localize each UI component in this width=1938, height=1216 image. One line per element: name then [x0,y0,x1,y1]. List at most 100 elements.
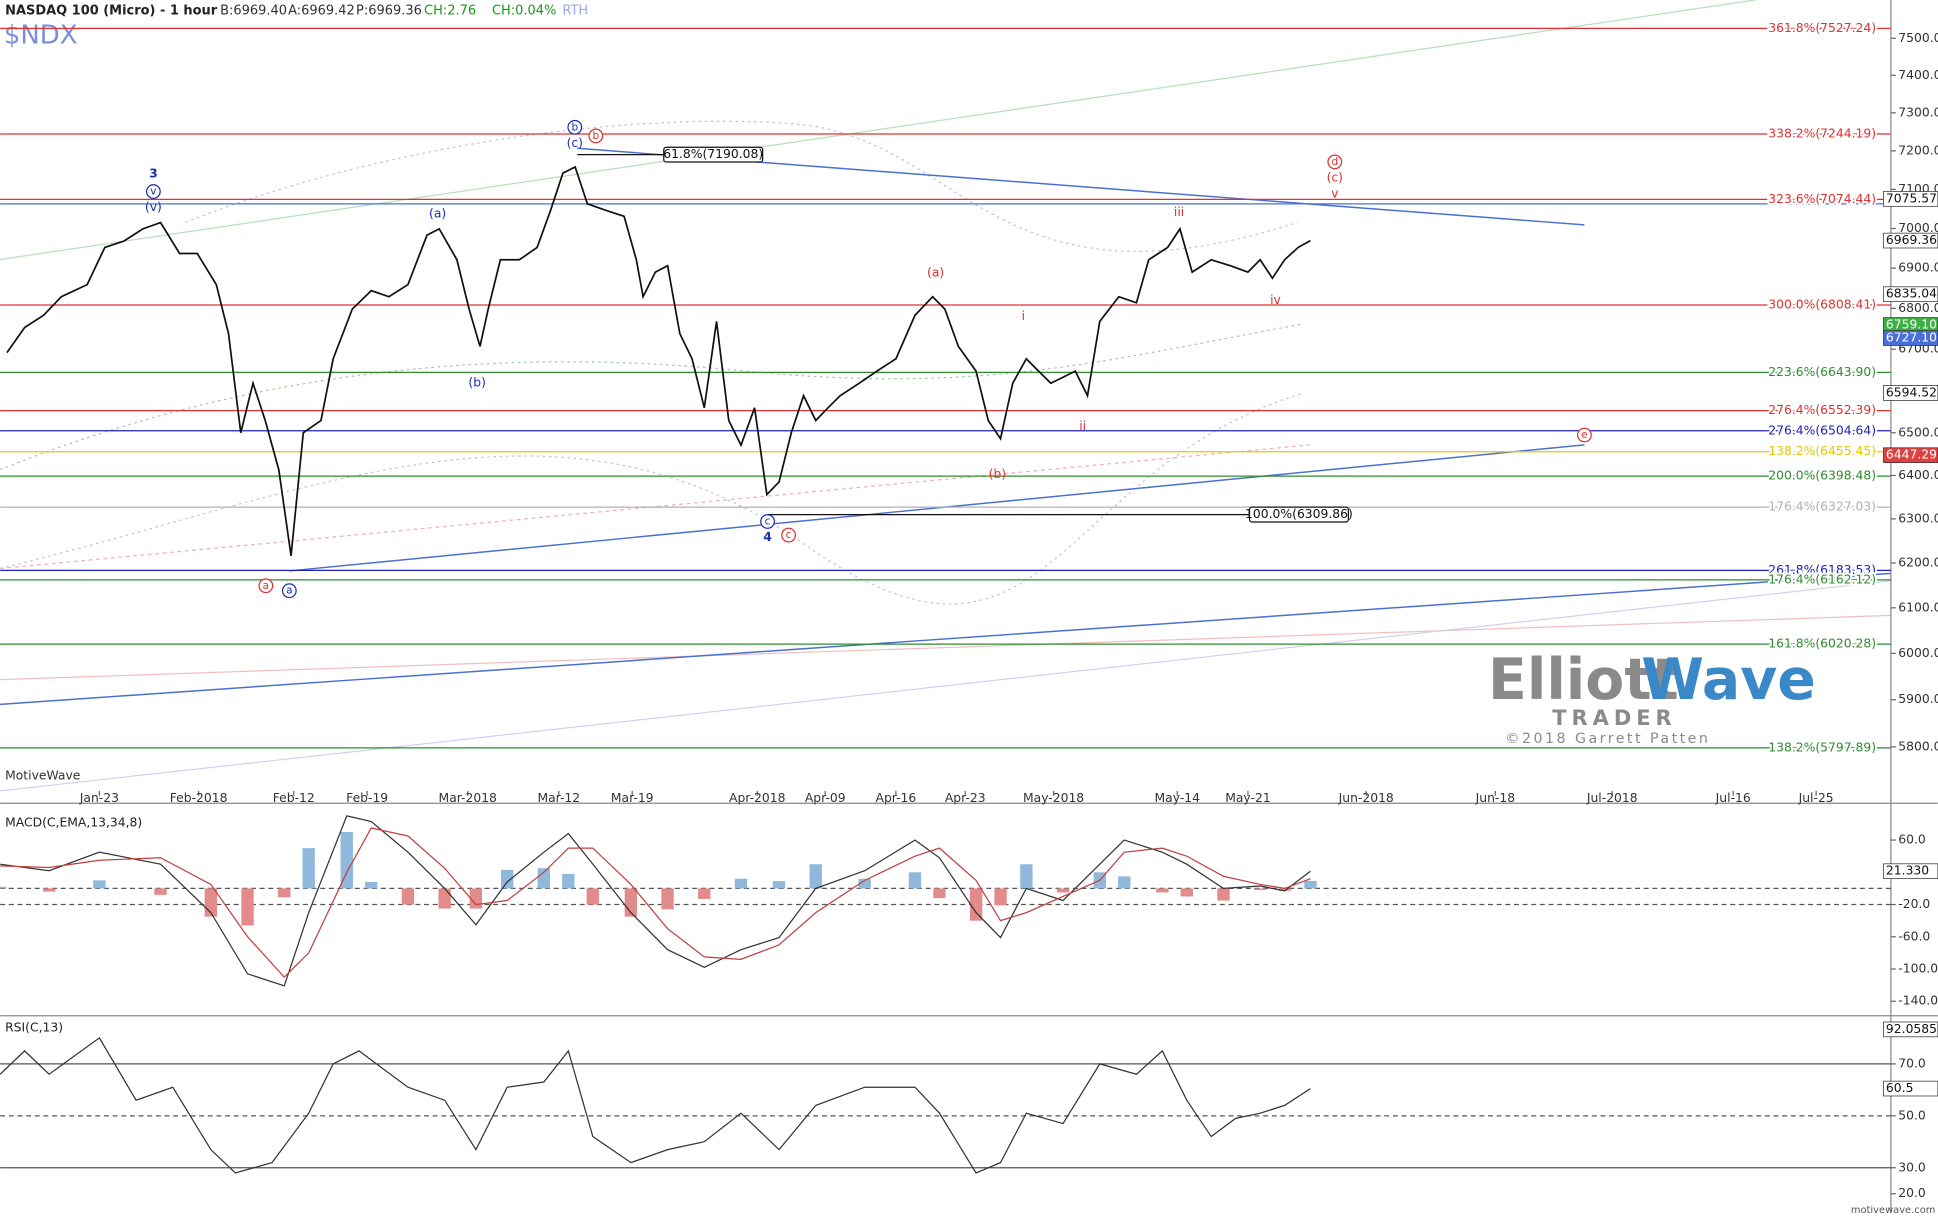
x-tick-label: Mar-12 [537,791,580,805]
label-box [663,146,764,163]
price-tag-label: 60.5 [1886,1081,1913,1095]
histogram-bar [154,888,167,895]
x-tick-label: Jun-18 [1475,791,1516,805]
wave-circle [781,527,796,543]
histogram-bar [537,868,551,889]
chart-title: NASDAQ 100 (Micro) - 1 hour [5,4,218,19]
price-tag-label: 92.05858 [1886,1022,1938,1036]
y-tick-label: 6300.00 [1898,511,1938,525]
wave-circle [281,583,297,599]
brand: MotiveWave [5,769,80,783]
y-tick-label: -60.0 [1898,929,1930,943]
fib-level-label: 200.0%(6398.48) [1768,469,1876,483]
x-tick-label: Feb-12 [273,791,315,805]
histogram-bar [586,888,599,905]
histogram-bar [1020,864,1033,889]
histogram-bar [365,881,378,889]
fib-level-label: 138.2%(6455.45) [1768,444,1876,458]
fib-level-label: 276.4%(6504.64) [1768,423,1876,437]
x-tick-label: Jul-25 [1798,791,1834,805]
panel-title: MACD(C,EMA,13,34,8) [5,816,142,830]
y-tick-label: 6900.00 [1898,261,1938,275]
histogram-bar [1156,888,1169,893]
wave-circle [1577,427,1592,443]
x-tick-label: Apr-16 [876,791,917,805]
wave-label: v [150,186,156,198]
histogram-bar [1254,888,1267,891]
histogram-bar [278,888,291,898]
x-tick-label: Apr-23 [945,791,986,805]
price-tag-label: 7075.57 [1886,191,1937,205]
band [185,120,1298,252]
histogram-bar [969,888,983,921]
wave-label: ii [1079,419,1086,433]
x-tick-label: Apr-09 [805,791,846,805]
y-tick-label: 6400.00 [1898,468,1938,482]
fib-level-label: 276.4%(6552.39) [1768,403,1876,417]
histogram-bar [562,873,575,889]
trendline [0,614,1891,681]
y-tick-label: 6100.00 [1898,600,1938,614]
histogram-bar [772,881,786,889]
panel-title: RSI(C,13) [5,1021,63,1035]
x-tick-label: Feb-19 [346,791,388,805]
watermark: Wave [1641,647,1816,713]
histogram-bar [1056,888,1070,893]
fib-level-label: 361.8%(7527.24) [1768,21,1876,35]
wave-label: b [571,121,578,133]
y-tick-label: 7200.00 [1898,143,1938,157]
histogram-bar [858,878,871,889]
fib-level-label: 338.2%(7244.19) [1768,126,1876,140]
wave-label: d [1331,156,1338,168]
y-tick-label: 6500.00 [1898,425,1938,439]
wave-circle [145,184,161,199]
x-tick-label: Mar-19 [611,791,654,805]
watermark: ©2018 Garrett Patten [1505,731,1710,747]
histogram-bar [469,888,483,909]
y-tick-label: 20.0 [1898,1186,1926,1200]
histogram-bar [93,880,106,889]
wave-label: (c) [1327,170,1343,184]
trendline [0,0,1756,261]
fib-level-label: 176.4%(6162.12) [1768,572,1876,586]
wave-label: (v) [145,200,162,214]
last-price: P:6969.36 [356,4,422,19]
histogram-bar [908,872,922,889]
price-tag-label: 6727.10 [1886,331,1937,345]
wave-label: e [1581,429,1587,441]
wave-label: 4 [763,530,772,544]
y-tick-label: 60.0 [1898,833,1926,847]
change: CH:2.76 [424,4,476,19]
histogram-bar [0,886,7,889]
histogram-bar [1118,876,1131,889]
watermark: Elliott [1488,647,1679,713]
wave-label: iv [1270,293,1281,307]
bid: B:6969.40 [220,4,287,19]
histogram-bar [994,888,1007,906]
price-tag-label: 6447.29 [1886,448,1937,462]
wave-label: (a) [429,206,446,220]
y-tick-label: 50.0 [1898,1108,1926,1122]
watermark: TRADER [1552,706,1676,730]
y-tick-label: -20.0 [1898,897,1930,911]
histogram-bar [241,888,254,926]
y-tick-label: 6800.00 [1898,301,1938,315]
wave-label: a [263,580,269,592]
series-line [0,827,1311,979]
trendline [0,572,1891,706]
price-tag-label: 6759.10 [1886,318,1937,332]
fib-level-label: 323.6%(7074.44) [1768,192,1876,206]
histogram-bar [302,848,315,889]
symbol: $NDX [4,20,78,50]
y-tick-label: 70.0 [1898,1056,1926,1070]
session: RTH [562,4,588,19]
projection-label: 100.0%(6309.86) [1245,507,1353,521]
histogram-bar [734,878,748,889]
price-tag-label: 6969.36 [1886,233,1937,247]
histogram-bar [1180,888,1193,897]
change-pct: CH:0.04% [492,4,556,19]
wave-label: a [286,585,292,597]
wave-circle [258,578,274,594]
